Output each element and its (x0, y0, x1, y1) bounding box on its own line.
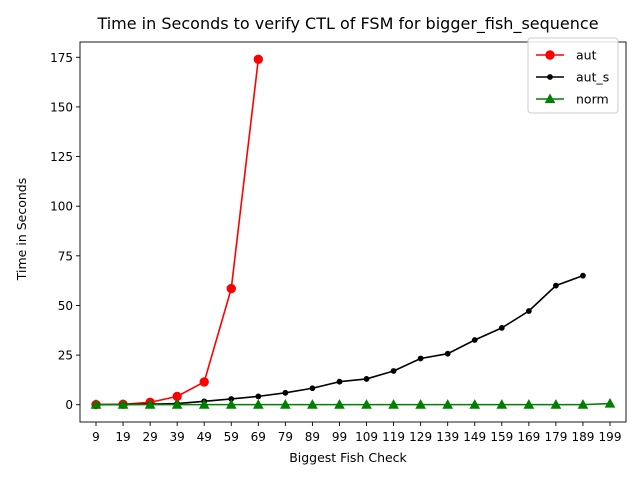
x-tick-label: 149 (463, 430, 486, 444)
data-point-aut (200, 378, 208, 386)
y-tick-label: 125 (50, 150, 73, 164)
x-tick-label: 99 (332, 430, 347, 444)
data-point-aut (227, 284, 235, 292)
data-point-aut_s (472, 338, 477, 343)
x-tick-label: 19 (115, 430, 130, 444)
y-tick-label: 50 (58, 299, 73, 313)
legend-label-norm: norm (576, 92, 609, 107)
y-tick-label: 0 (65, 398, 73, 412)
data-point-aut_s (526, 309, 531, 314)
y-tick-label: 75 (58, 249, 73, 263)
x-tick-label: 59 (224, 430, 239, 444)
x-tick-label: 139 (436, 430, 459, 444)
data-point-aut_s (581, 273, 586, 278)
data-point-aut_s (553, 283, 558, 288)
x-tick-label: 39 (170, 430, 185, 444)
x-tick-label: 89 (305, 430, 320, 444)
y-tick-label: 175 (50, 51, 73, 65)
x-tick-label: 179 (544, 430, 567, 444)
data-point-aut_s (445, 351, 450, 356)
legend-label-aut_s: aut_s (576, 70, 609, 85)
y-axis-label: Time in Seconds (14, 178, 29, 281)
data-point-aut_s (310, 386, 315, 391)
x-tick-label: 9 (92, 430, 100, 444)
x-axis-label: Biggest Fish Check (289, 450, 407, 465)
x-tick-label: 109 (355, 430, 378, 444)
legend-label-aut: aut (576, 48, 597, 63)
y-tick-label: 150 (50, 100, 73, 114)
x-tick-label: 189 (571, 430, 594, 444)
x-tick-label: 69 (251, 430, 266, 444)
x-tick-label: 29 (142, 430, 157, 444)
data-point-aut (254, 55, 262, 63)
data-point-aut_s (256, 394, 261, 399)
data-point-aut_s (418, 356, 423, 361)
data-point-aut_s (391, 369, 396, 374)
x-tick-label: 199 (599, 430, 622, 444)
x-tick-label: 129 (409, 430, 432, 444)
y-tick-label: 100 (50, 200, 73, 214)
x-tick-label: 79 (278, 430, 293, 444)
y-tick-label: 25 (58, 349, 73, 363)
data-point-aut_s (337, 379, 342, 384)
legend-marker-aut_s (548, 75, 553, 80)
chart-title: Time in Seconds to verify CTL of FSM for… (96, 14, 598, 34)
x-tick-label: 169 (517, 430, 540, 444)
data-point-aut_s (364, 377, 369, 382)
data-point-aut_s (283, 390, 288, 395)
legend-marker-aut (546, 51, 554, 59)
x-tick-label: 119 (382, 430, 405, 444)
data-point-aut_s (499, 325, 504, 330)
x-tick-label: 49 (197, 430, 212, 444)
x-tick-label: 159 (490, 430, 513, 444)
